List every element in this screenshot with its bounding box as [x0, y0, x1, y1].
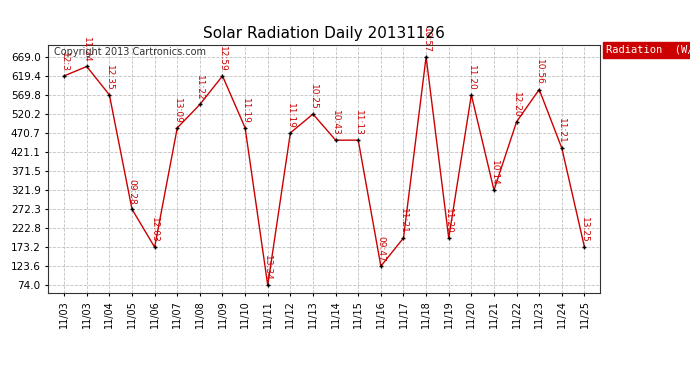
- Text: 12:3: 12:3: [59, 52, 68, 72]
- Title: Solar Radiation Daily 20131126: Solar Radiation Daily 20131126: [204, 26, 445, 41]
- Text: 11:24: 11:24: [82, 37, 91, 62]
- Point: [443, 235, 454, 241]
- Point: [262, 282, 273, 288]
- Text: 13:09: 13:09: [172, 98, 181, 124]
- Point: [466, 92, 477, 98]
- Point: [126, 206, 137, 212]
- Text: 12:35: 12:35: [105, 65, 114, 91]
- Point: [533, 87, 544, 93]
- Text: 13:34: 13:34: [264, 255, 273, 281]
- Point: [398, 235, 409, 241]
- Text: 11:22: 11:22: [195, 75, 204, 100]
- Text: 12:59: 12:59: [218, 46, 227, 72]
- Point: [489, 187, 500, 193]
- Text: 10:57: 10:57: [422, 27, 431, 53]
- Text: 10:43: 10:43: [331, 110, 340, 136]
- Text: 10:14: 10:14: [489, 160, 498, 186]
- Text: 11:19: 11:19: [286, 103, 295, 129]
- Point: [149, 244, 160, 250]
- Point: [239, 125, 250, 131]
- Point: [195, 102, 206, 108]
- Text: 11:13: 11:13: [354, 110, 363, 136]
- Point: [375, 263, 386, 269]
- Text: 12:03: 12:03: [150, 217, 159, 243]
- Text: 09:28: 09:28: [128, 179, 137, 205]
- Text: 11:20: 11:20: [444, 208, 453, 234]
- Point: [308, 111, 319, 117]
- Point: [217, 73, 228, 79]
- Point: [59, 73, 70, 79]
- Point: [104, 92, 115, 98]
- Point: [353, 137, 364, 143]
- Text: 12:20: 12:20: [512, 92, 521, 118]
- Point: [285, 130, 296, 136]
- Text: 11:19: 11:19: [241, 98, 250, 124]
- Text: Copyright 2013 Cartronics.com: Copyright 2013 Cartronics.com: [54, 48, 206, 57]
- Point: [556, 145, 567, 151]
- Text: 10:25: 10:25: [308, 84, 317, 110]
- Text: 10:56: 10:56: [535, 60, 544, 86]
- Point: [579, 244, 590, 250]
- Text: 09:47: 09:47: [376, 236, 385, 262]
- Point: [330, 137, 341, 143]
- Point: [421, 54, 432, 60]
- Text: Radiation  (W/m2): Radiation (W/m2): [606, 45, 690, 55]
- Text: 11:21: 11:21: [399, 208, 408, 234]
- Text: 11:21: 11:21: [558, 118, 566, 144]
- Text: 13:25: 13:25: [580, 217, 589, 243]
- Point: [172, 125, 183, 131]
- Point: [511, 119, 522, 125]
- Text: 11:20: 11:20: [467, 65, 476, 91]
- Point: [81, 63, 92, 69]
